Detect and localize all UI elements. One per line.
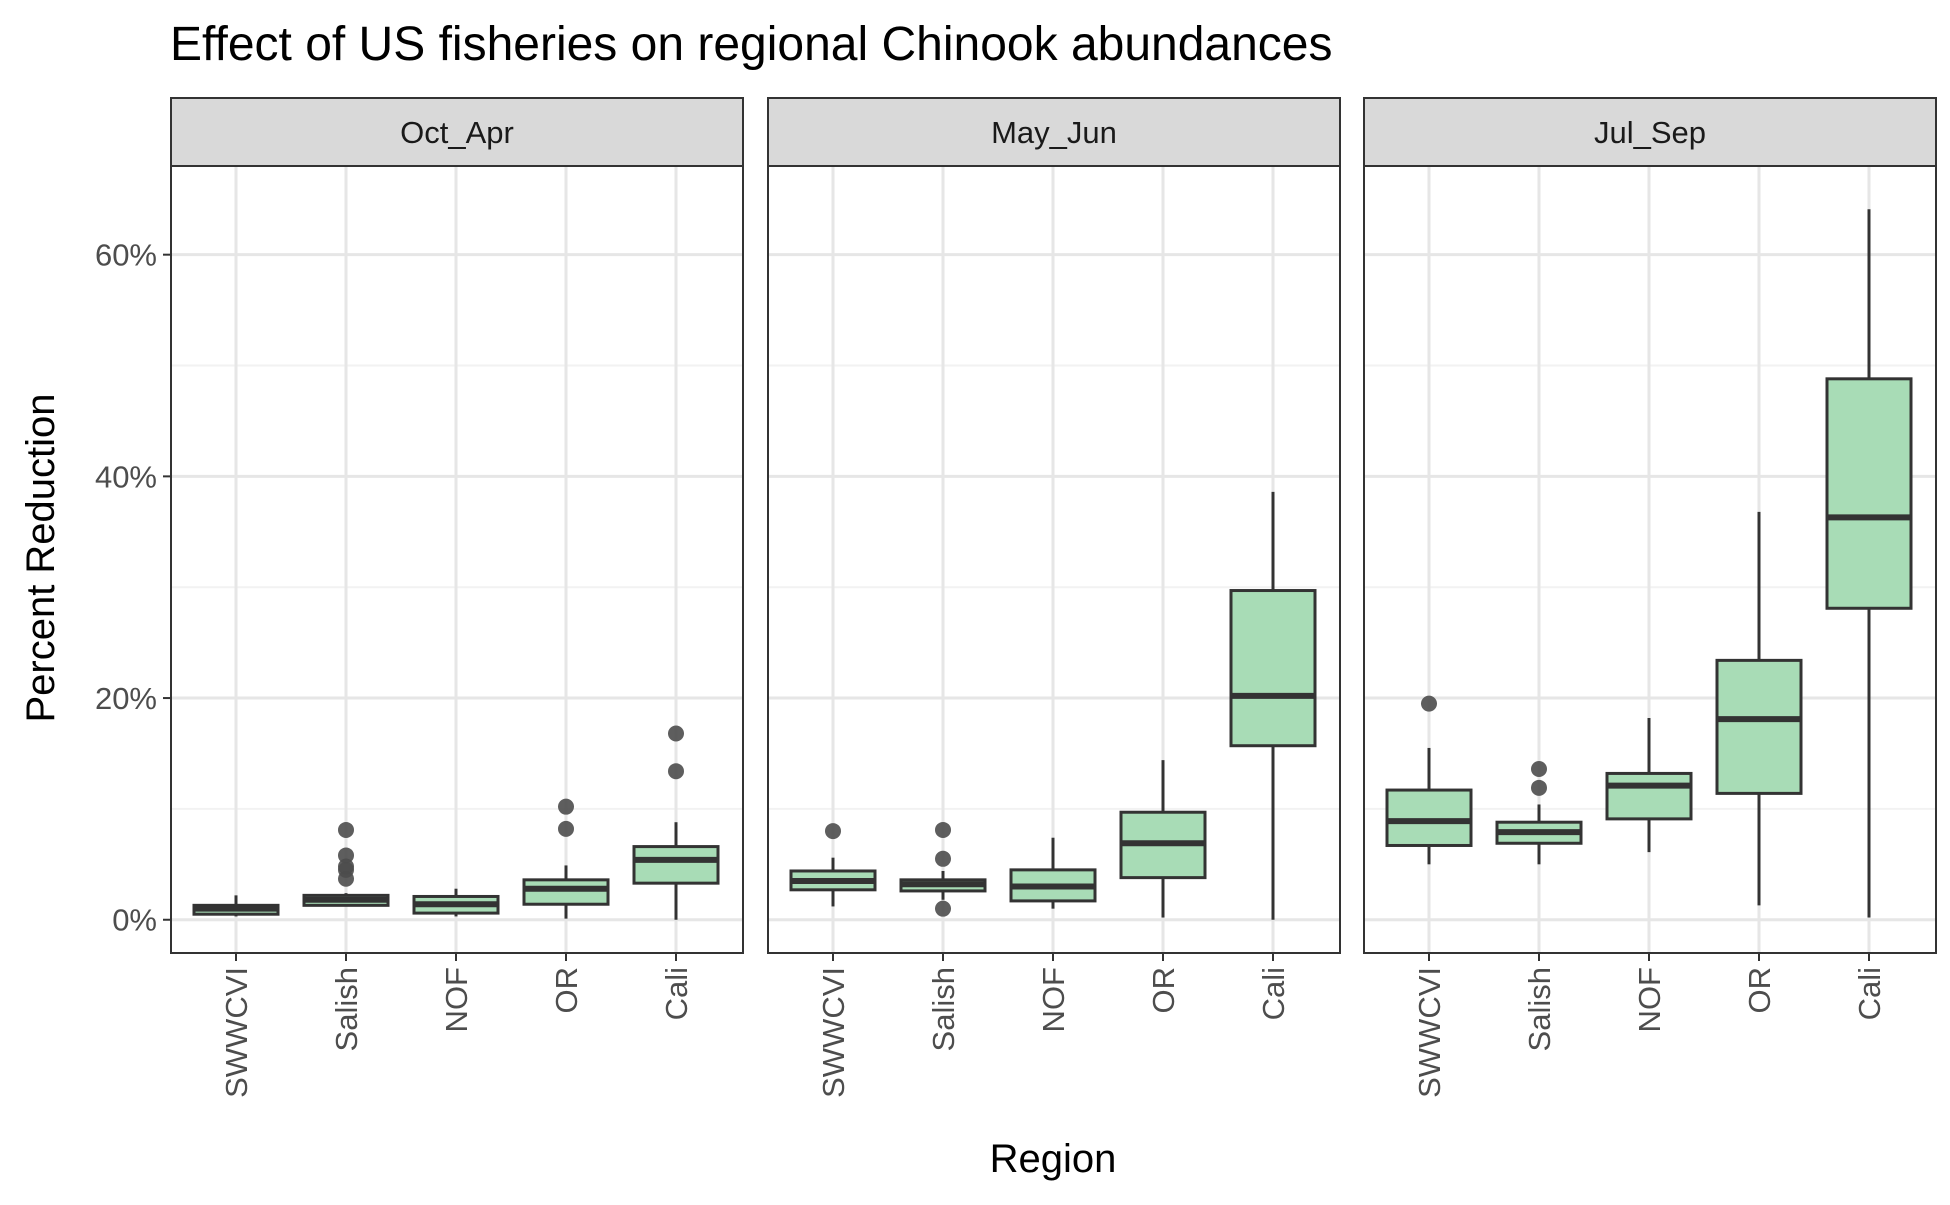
box-nof (412, 888, 500, 917)
outlier-point (338, 821, 354, 838)
x-tick-label: OR (549, 967, 584, 1014)
facet-strip (170, 97, 744, 167)
outlier-point (338, 847, 354, 864)
x-tick-label: OR (1742, 967, 1777, 1014)
box-swwcvi (789, 823, 877, 907)
y-tick-label: 60% (95, 238, 157, 273)
y-axis-label: Percent Reduction (19, 393, 63, 722)
outlier-point (825, 823, 841, 840)
facet-strip (1363, 97, 1937, 167)
x-tick-label: SWWCVI (1412, 967, 1447, 1098)
box-iqr (1229, 589, 1317, 748)
box-or (1119, 760, 1207, 918)
outlier-point (1531, 760, 1547, 777)
y-tick-label: 20% (95, 681, 157, 716)
outlier-point (935, 821, 951, 838)
box-iqr (632, 845, 720, 885)
box-salish (302, 821, 390, 907)
x-tick-label: Salish (1522, 967, 1557, 1051)
x-tick-label: NOF (1632, 967, 1667, 1032)
outlier-point (558, 820, 574, 837)
chart-title: Effect of US fisheries on regional Chino… (170, 18, 1333, 71)
facet-panel-oct-apr: Oct_Apr SWWCVI Salish NOF OR Cali (170, 97, 744, 1098)
x-tick-label: Salish (926, 967, 961, 1051)
box-iqr (1385, 788, 1473, 847)
facet-panel-may-jun: May_Jun SWWCVI Salish NOF OR Cali (767, 97, 1341, 1098)
x-tick-label: NOF (439, 967, 474, 1032)
box-cali (1825, 209, 1913, 918)
outlier-point (668, 763, 684, 780)
x-tick-label: SWWCVI (816, 967, 851, 1098)
x-tick-label: SWWCVI (219, 967, 254, 1098)
outlier-point (935, 900, 951, 917)
x-tick-label: Cali (1256, 967, 1291, 1020)
facet-strip-label: May_Jun (991, 115, 1117, 150)
outlier-point (1531, 779, 1547, 796)
box-nof (1009, 837, 1097, 909)
box-iqr (1715, 658, 1803, 795)
y-tick-label: 0% (112, 903, 157, 938)
outlier-point (668, 725, 684, 742)
box-iqr (522, 878, 610, 906)
y-tick-label: 40% (95, 459, 157, 494)
facet-strip-label: Oct_Apr (400, 115, 514, 150)
outlier-point (1421, 695, 1437, 712)
x-tick-label: OR (1146, 967, 1181, 1014)
box-or (1715, 511, 1803, 906)
outlier-point (558, 798, 574, 815)
outlier-point (935, 850, 951, 867)
facet-strip (767, 97, 1341, 167)
x-tick-label: NOF (1036, 967, 1071, 1032)
x-axis-label: Region (990, 1137, 1117, 1181)
box-salish (899, 821, 987, 917)
box-or (522, 798, 610, 919)
x-tick-label: Cali (659, 967, 694, 1020)
box-swwcvi (192, 895, 280, 917)
box-iqr (1605, 771, 1693, 821)
box-cali (1229, 491, 1317, 920)
outlier-point (338, 858, 354, 875)
box-salish (1495, 760, 1583, 865)
facet-strip-label: Jul_Sep (1594, 115, 1706, 150)
x-tick-label: Salish (329, 967, 364, 1051)
x-tick-label: Cali (1852, 967, 1887, 1020)
box-swwcvi (1385, 695, 1473, 865)
facet-panel-jul-sep: Jul_Sep SWWCVI Salish NOF OR Cali (1363, 97, 1937, 1098)
box-iqr (1825, 377, 1913, 610)
box-nof (1605, 718, 1693, 853)
box-cali (632, 725, 720, 920)
